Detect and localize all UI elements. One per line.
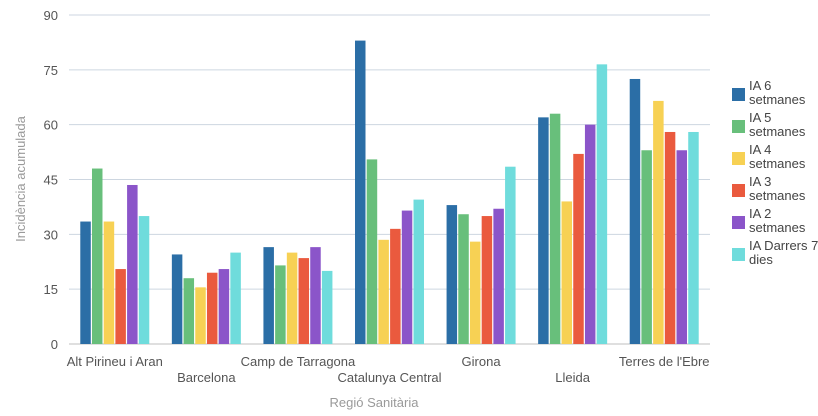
bar: [298, 258, 310, 344]
bar: [538, 117, 549, 344]
x-tick-label: Girona: [462, 354, 502, 369]
bar: [218, 269, 230, 344]
legend-label: IA 5 setmanes: [749, 110, 806, 139]
bar: [561, 201, 573, 344]
bar: [138, 216, 150, 344]
bar: [171, 254, 183, 344]
x-tick-label: Lleida: [555, 370, 590, 385]
bar: [206, 272, 218, 344]
bar: [481, 216, 493, 344]
x-tick-label: Barcelona: [177, 370, 236, 385]
bar: [584, 124, 596, 345]
legend-label: IA 3 setmanes: [749, 174, 806, 203]
bar: [573, 153, 584, 344]
bar: [505, 166, 516, 344]
y-axis-title: Incidència acumulada: [13, 115, 28, 242]
bar: [446, 205, 458, 344]
legend-swatch: [732, 120, 745, 133]
bar: [664, 131, 676, 344]
y-tick-label: 90: [44, 8, 58, 23]
y-tick-label: 60: [44, 118, 58, 133]
y-tick-label: 15: [44, 282, 58, 297]
x-tick-label: Alt Pirineu i Aran: [67, 354, 163, 369]
x-tick-label: Catalunya Central: [337, 370, 441, 385]
bars: [80, 40, 699, 345]
legend-label: IA 2 setmanes: [749, 206, 806, 235]
legend-label: IA 4 setmanes: [749, 142, 806, 171]
legend-swatch: [732, 184, 745, 197]
x-tick-label: Camp de Tarragona: [241, 354, 356, 369]
bar: [641, 150, 652, 344]
bar: [355, 40, 366, 344]
bar: [390, 228, 401, 344]
x-tick-label: Terres de l'Ebre: [619, 354, 710, 369]
gridlines: [69, 14, 710, 345]
bar: [378, 239, 389, 344]
bar: [91, 168, 103, 344]
legend: IA 6 setmanes IA 5 setmanes IA 4 setmanes IA 3…: [732, 78, 818, 267]
y-tick-label: 75: [44, 63, 58, 78]
bar: [493, 208, 504, 344]
y-axis-ticks: 0 15 30 45 60 75 90: [44, 8, 58, 352]
bar: [401, 210, 413, 344]
legend-label: IA 6 setmanes: [749, 78, 806, 107]
bar: [195, 287, 206, 344]
x-axis-title: Regió Sanitària: [330, 395, 420, 410]
y-tick-label: 45: [44, 173, 58, 188]
bar: [629, 78, 641, 344]
bar: [183, 278, 195, 344]
bar: [263, 247, 274, 344]
bar: [458, 214, 469, 344]
bar: [366, 159, 378, 344]
bar: [321, 270, 333, 344]
bar: [127, 184, 138, 344]
bar: [103, 221, 115, 344]
bar: [80, 221, 91, 344]
y-tick-label: 0: [51, 337, 58, 352]
bar: [413, 199, 424, 344]
bar: [549, 113, 561, 344]
legend-swatch: [732, 248, 745, 261]
bar: [275, 265, 286, 344]
legend-label: IA Darrers 7 dies: [749, 238, 818, 267]
bar: [230, 252, 241, 344]
bar: [596, 64, 608, 344]
legend-swatch: [732, 88, 745, 101]
bar: [115, 269, 126, 344]
x-axis-labels: Alt Pirineu i Aran Barcelona Camp de Tarra…: [67, 354, 710, 385]
bar: [310, 247, 321, 344]
legend-swatch: [732, 152, 745, 165]
bar: [688, 131, 699, 344]
bar: [286, 252, 298, 344]
y-tick-label: 30: [44, 227, 58, 242]
bar: [676, 150, 688, 344]
bar: [469, 241, 481, 344]
legend-swatch: [732, 216, 745, 229]
bar: [653, 100, 664, 345]
